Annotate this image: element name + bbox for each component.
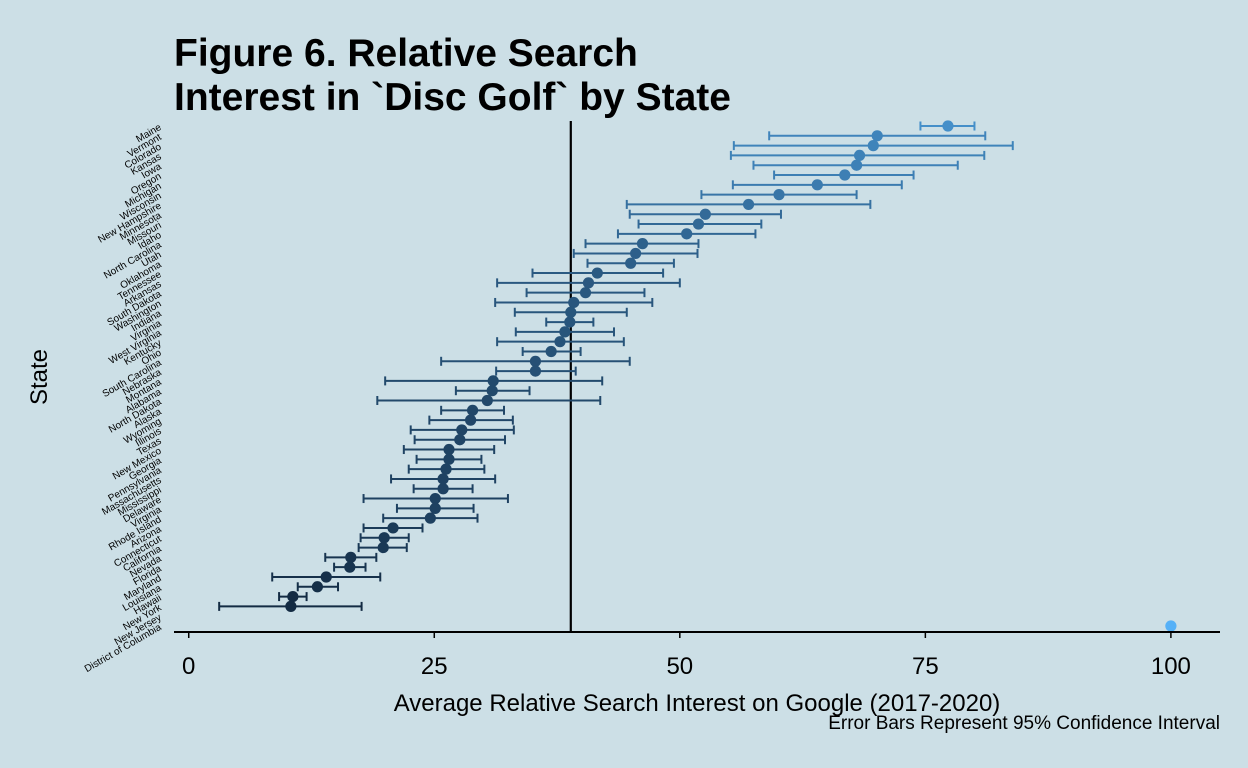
data-point [440,463,452,475]
data-point [565,306,577,318]
data-point [437,473,449,485]
data-point [285,600,297,612]
data-point [529,355,542,367]
point-layer [285,120,1177,632]
data-point [853,149,866,162]
error-bar-layer [218,121,1014,611]
x-tick-label: 100 [1151,653,1191,680]
data-point [564,316,576,328]
data-point [387,522,399,534]
y-axis-labels: MaineVermontColoradoKansasIowaOregonMich… [83,122,164,675]
y-tick-label: District of Columbia [83,622,164,675]
data-point [429,492,441,505]
data-point [554,336,566,348]
data-point [320,571,332,583]
data-point [486,385,498,397]
data-point [466,404,479,416]
x-tick-label: 25 [421,653,448,680]
data-point [545,345,557,358]
data-point [568,296,580,309]
data-point [454,434,466,446]
data-point [773,189,785,201]
data-point [811,179,823,191]
data-point [871,130,883,142]
data-point [839,169,851,181]
data-point [487,375,499,387]
data-point [437,483,449,495]
data-point [636,238,649,250]
data-point [582,277,595,289]
data-point [287,590,299,603]
data-point [1165,620,1177,632]
data-point [456,424,468,436]
data-point [345,551,357,563]
chart-title: Figure 6. Relative Search Interest in `D… [174,32,731,119]
x-axis-title: Average Relative Search Interest on Goog… [393,690,1001,717]
data-point [481,394,493,407]
data-point [692,218,705,230]
data-point [625,257,637,269]
x-tick-label: 75 [912,653,939,680]
data-point [942,120,954,132]
data-point [529,365,542,377]
data-point [630,247,642,260]
data-point [311,581,323,593]
data-point [377,541,389,554]
data-point [867,140,879,152]
data-point [344,561,356,573]
data-point [378,532,390,544]
data-point [681,228,693,240]
data-point [559,326,571,338]
data-point [443,453,455,465]
data-point [851,159,863,171]
data-point [465,414,477,426]
x-axis: 0 25 50 75 100 [174,631,1220,680]
data-point [699,208,711,220]
data-point [443,443,455,456]
x-tick-label: 50 [666,653,693,680]
data-point [591,267,603,279]
data-point [429,502,441,514]
data-point [579,287,592,299]
x-tick-label: 0 [182,653,195,680]
chart-caption: Error Bars Represent 95% Confidence Inte… [828,713,1220,734]
data-point [742,198,755,211]
data-point [424,512,436,524]
